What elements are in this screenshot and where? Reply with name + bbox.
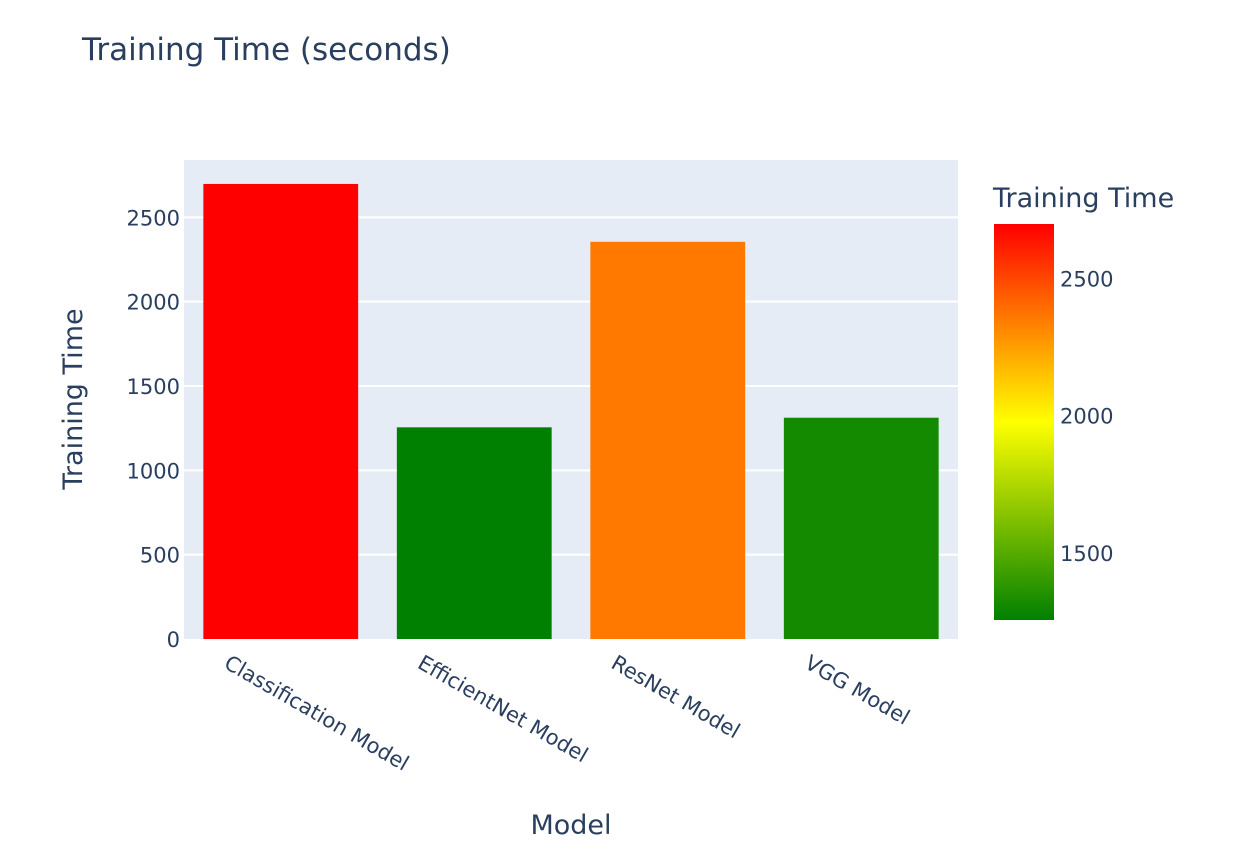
y-tick-label: 0 [167,628,180,652]
x-tick-label: ResNet Model [607,651,744,744]
x-tick-label: VGG Model [801,651,914,730]
y-axis-title: Training Time [58,308,89,490]
chart-title: Training Time (seconds) [81,32,451,68]
x-tick-label: EfficientNet Model [414,651,592,768]
colorbar-ticks: 1500 2000 2500 [1060,267,1113,565]
y-tick-label: 500 [140,544,180,568]
colorbar-tick-label: 2000 [1060,405,1113,429]
bar[interactable] [396,427,552,639]
y-tick-label: 1500 [127,375,180,399]
y-tick-label: 2500 [127,206,180,230]
y-tick-label: 2000 [127,291,180,315]
x-axis-title: Model [530,810,611,841]
x-tick-label: Classification Model [220,651,413,776]
colorbar [994,224,1054,620]
colorbar-tick-label: 1500 [1060,542,1113,566]
x-axis-ticks: Classification Model EfficientNet Model Re… [220,651,914,776]
colorbar-title: Training Time [992,183,1174,214]
bar[interactable] [590,241,746,639]
y-axis-ticks: 0 500 1000 1500 2000 2500 [127,206,180,652]
bar[interactable] [203,183,359,639]
bars [203,183,939,639]
y-tick-label: 1000 [127,459,180,483]
colorbar-tick-label: 2500 [1060,267,1113,291]
bar[interactable] [783,417,939,639]
